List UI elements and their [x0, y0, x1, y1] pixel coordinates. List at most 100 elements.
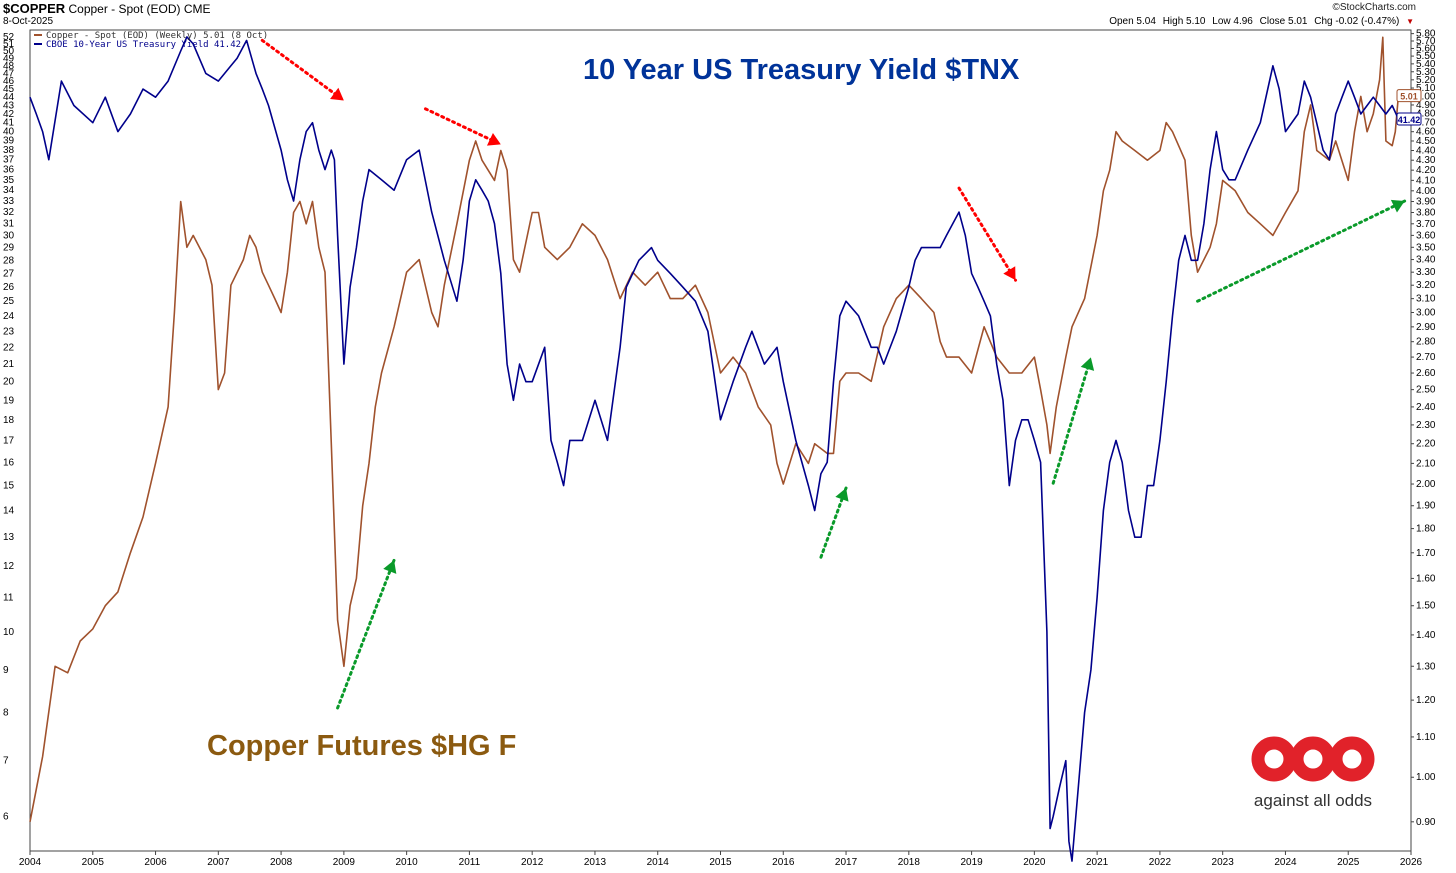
left-tick-label: 28 — [3, 255, 15, 266]
down-triangle-icon: ▼ — [1406, 17, 1414, 26]
down-trend-arrow — [260, 38, 346, 102]
left-tick-label: 24 — [3, 311, 15, 322]
right-tick-label: 4.90 — [1416, 100, 1436, 111]
series-layer: 5.01 41.42 — [29, 36, 1422, 862]
right-tick-label: 4.50 — [1416, 136, 1436, 147]
arrowhead-icon — [1080, 357, 1095, 371]
left-tick-label: 42 — [3, 109, 15, 120]
x-tick-label: 2004 — [19, 857, 42, 868]
right-tick-label: 2.50 — [1416, 385, 1436, 396]
left-tick-label: 14 — [3, 505, 15, 516]
x-tick-label: 2024 — [1274, 857, 1297, 868]
right-tick-label: 1.00 — [1416, 772, 1436, 783]
copper-series-line — [29, 36, 1400, 822]
up-trend-arrow — [1196, 199, 1407, 303]
symbol: $COPPER — [3, 1, 66, 16]
annotation-arrows — [260, 38, 1407, 710]
right-tick-label: 4.70 — [1416, 118, 1436, 129]
arrowhead-icon — [1390, 199, 1405, 213]
right-tick-label: 5.80 — [1416, 29, 1436, 40]
left-tick-label: 17 — [3, 435, 15, 446]
left-tick-label: 51 — [3, 39, 15, 50]
left-tick-label: 52 — [3, 32, 15, 43]
left-tick-label: 20 — [3, 377, 15, 388]
left-tick-label: 44 — [3, 92, 15, 103]
yield-series-line — [29, 36, 1400, 862]
left-tick-label: 34 — [3, 185, 15, 196]
yield-last-badge — [1396, 112, 1422, 126]
symbol-description: Copper - Spot (EOD) — [68, 2, 181, 16]
legend: Copper - Spot (EOD) (Weekly) 5.01 (8 Oct… — [34, 31, 268, 50]
right-tick-label: 3.50 — [1416, 242, 1436, 253]
up-trend-arrow — [336, 558, 396, 710]
right-axis: 5.805.705.605.505.405.305.205.105.004.90… — [1411, 29, 1436, 828]
right-tick-label: 2.40 — [1416, 402, 1436, 413]
arrowhead-icon — [1003, 266, 1016, 281]
x-tick-label: 2016 — [772, 857, 795, 868]
left-tick-label: 46 — [3, 76, 15, 87]
x-tick-label: 2025 — [1337, 857, 1360, 868]
left-tick-label: 23 — [3, 326, 15, 337]
right-tick-label: 2.60 — [1416, 368, 1436, 379]
copper-last-badge — [1396, 89, 1422, 103]
left-tick-label: 6 — [3, 811, 9, 822]
right-tick-label: 2.30 — [1416, 420, 1436, 431]
right-tick-label: 3.00 — [1416, 308, 1436, 319]
right-tick-label: 3.10 — [1416, 294, 1436, 305]
right-tick-label: 1.70 — [1416, 548, 1436, 559]
left-axis: 5251504948474645444342414039383736353433… — [3, 32, 15, 822]
arrowhead-icon — [835, 487, 849, 502]
left-tick-label: 29 — [3, 243, 15, 254]
logo-mark-icon — [1251, 736, 1375, 782]
right-tick-label: 3.90 — [1416, 197, 1436, 208]
high-value: High 5.10 — [1162, 16, 1206, 27]
legend-yield-label: CBOE 10-Year US Treasury Yield 41.42 — [46, 40, 241, 50]
brand-watermark[interactable]: ©StockCharts.com — [1332, 2, 1416, 13]
arrowhead-icon — [383, 560, 397, 574]
x-tick-label: 2021 — [1086, 857, 1109, 868]
right-tick-label: 4.10 — [1416, 175, 1436, 186]
x-tick-label: 2010 — [396, 857, 419, 868]
left-tick-label: 50 — [3, 46, 15, 57]
open-value: Open 5.04 — [1109, 16, 1156, 27]
x-tick-label: 2005 — [82, 857, 105, 868]
left-tick-label: 18 — [3, 415, 15, 426]
arrowhead-icon — [486, 132, 501, 146]
x-tick-label: 2019 — [960, 857, 983, 868]
exchange: CME — [183, 2, 211, 16]
left-tick-label: 40 — [3, 127, 15, 138]
left-tick-label: 19 — [3, 395, 15, 406]
left-tick-label: 31 — [3, 219, 15, 230]
left-tick-label: 35 — [3, 175, 15, 186]
right-tick-label: 5.40 — [1416, 59, 1436, 70]
chart-header: $COPPER Copper - Spot (EOD) CME 8-Oct-20… — [0, 0, 1456, 30]
right-tick-label: 1.40 — [1416, 630, 1436, 641]
yield-title: 10 Year US Treasury Yield $TNX — [583, 54, 1020, 86]
left-tick-label: 8 — [3, 707, 9, 718]
left-tick-label: 38 — [3, 145, 15, 156]
up-trend-arrow — [819, 486, 848, 559]
right-tick-label: 1.90 — [1416, 501, 1436, 512]
right-tick-label: 4.80 — [1416, 109, 1436, 120]
right-tick-label: 2.80 — [1416, 337, 1436, 348]
left-tick-label: 47 — [3, 68, 15, 79]
right-tick-label: 2.10 — [1416, 458, 1436, 469]
right-tick-label: 5.30 — [1416, 67, 1436, 78]
left-tick-label: 16 — [3, 457, 15, 468]
left-tick-label: 27 — [3, 268, 15, 279]
right-tick-label: 3.20 — [1416, 280, 1436, 291]
logo-text: against all odds — [1254, 791, 1372, 810]
x-tick-label: 2020 — [1023, 857, 1046, 868]
x-tick-label: 2006 — [144, 857, 167, 868]
right-tick-label: 3.80 — [1416, 208, 1436, 219]
right-tick-label: 2.00 — [1416, 479, 1436, 490]
right-tick-label: 3.70 — [1416, 219, 1436, 230]
left-tick-label: 36 — [3, 165, 15, 176]
x-tick-label: 2008 — [270, 857, 293, 868]
left-tick-label: 9 — [3, 665, 9, 676]
yield-last-value: 41.42 — [1398, 115, 1421, 125]
right-tick-label: 4.40 — [1416, 145, 1436, 156]
right-tick-label: 3.30 — [1416, 267, 1436, 278]
right-tick-label: 3.60 — [1416, 230, 1436, 241]
